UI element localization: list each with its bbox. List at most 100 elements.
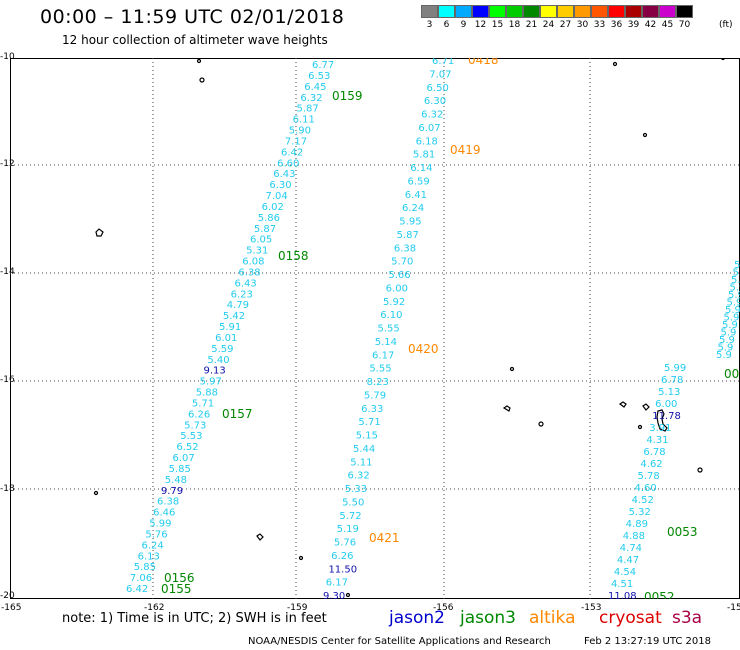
wave-height-label: 6.41 bbox=[405, 190, 427, 201]
scale-label: 3 bbox=[426, 20, 433, 30]
color-scale-legend: 3 6 9 12 15 18 21 24 27 30 33 36 39 42 45 70 bbox=[421, 5, 693, 30]
wave-height-label: 6.26 bbox=[331, 551, 353, 562]
wave-height-label: 6.05 bbox=[250, 235, 272, 246]
wave-height-label: 6.26 bbox=[188, 409, 210, 420]
wave-height-label: 5.73 bbox=[184, 420, 206, 431]
scale-swatch: 3 bbox=[421, 5, 438, 30]
island bbox=[196, 58, 202, 64]
wave-height-label: 5.9 bbox=[730, 283, 740, 294]
lon-label: -153 bbox=[581, 603, 602, 613]
map-title: 00:00 – 11:59 UTC 02/01/2018 bbox=[40, 6, 345, 28]
wave-height-label: 6.30 bbox=[269, 180, 291, 191]
scale-label: 9 bbox=[460, 20, 467, 30]
lat-label: -18 bbox=[0, 484, 15, 494]
scale-swatch: 18 bbox=[506, 5, 523, 30]
wave-height-label: 4.88 bbox=[623, 531, 645, 542]
wave-height-label: 5.50 bbox=[342, 497, 364, 508]
wave-height-label: 5.88 bbox=[196, 388, 218, 399]
wave-height-label: 5.9 bbox=[725, 305, 740, 316]
wave-height-label: 5.92 bbox=[383, 297, 405, 308]
wave-height-label: 7.04 bbox=[266, 191, 288, 202]
lon-label: -156 bbox=[433, 603, 454, 613]
satellite-cryosat: cryosat bbox=[599, 608, 662, 628]
pass-time-label: 0155 bbox=[161, 582, 192, 596]
scale-color-box bbox=[438, 5, 455, 18]
island bbox=[199, 77, 205, 83]
wave-height-label: 5.91 bbox=[219, 322, 241, 333]
wave-height-label: 11.78 bbox=[652, 411, 681, 422]
wave-height-label: 5.86 bbox=[258, 213, 280, 224]
scale-label: 33 bbox=[593, 20, 606, 30]
scale-label: 24 bbox=[542, 20, 555, 30]
wave-height-label: 6.43 bbox=[235, 278, 257, 289]
scale-color-box bbox=[540, 5, 557, 18]
wave-height-label: 6.32 bbox=[348, 471, 370, 482]
track-labels: 6.776.536.456.325.876.115.907.176.426.60… bbox=[126, 58, 740, 599]
scale-color-box bbox=[608, 5, 625, 18]
pass-time-label: 0420 bbox=[408, 342, 439, 356]
lon-label: -162 bbox=[144, 603, 165, 613]
wave-height-label: 5.9 bbox=[728, 290, 740, 301]
wave-height-label: 5.87 bbox=[297, 104, 319, 115]
wave-height-label: 4.62 bbox=[640, 459, 662, 470]
wave-height-label: 6.23 bbox=[231, 289, 253, 300]
wave-height-label: 6.32 bbox=[421, 110, 443, 121]
scale-color-box bbox=[574, 5, 591, 18]
wave-height-label: 6.71 bbox=[432, 58, 454, 67]
wave-height-label: 5.71 bbox=[358, 417, 380, 428]
scale-label: 42 bbox=[644, 20, 657, 30]
wave-height-label: 4.79 bbox=[227, 300, 249, 311]
scale-swatch: 6 bbox=[438, 5, 455, 30]
island bbox=[502, 405, 511, 412]
scale-swatch: 36 bbox=[608, 5, 625, 30]
pass-time-label: 0053 bbox=[667, 525, 698, 539]
scale-color-box bbox=[659, 5, 676, 18]
satellite-s3a: s3a bbox=[672, 608, 703, 628]
scale-label: 12 bbox=[474, 20, 487, 30]
scale-label: 15 bbox=[491, 20, 504, 30]
wave-height-label: 6.60 bbox=[277, 158, 299, 169]
wave-height-label: 5.66 bbox=[388, 270, 410, 281]
wave-height-label: 6.43 bbox=[273, 169, 295, 180]
pass-time-label: 0156 bbox=[164, 571, 195, 585]
wave-height-label: 6.02 bbox=[262, 202, 284, 213]
wave-height-label: 5.81 bbox=[413, 150, 435, 161]
wave-height-label: 5.40 bbox=[207, 355, 229, 366]
wave-height-label: 5.55 bbox=[378, 324, 400, 335]
wave-height-label: 6.08 bbox=[242, 257, 264, 268]
wave-height-label: 11.50 bbox=[328, 564, 357, 575]
island bbox=[612, 61, 618, 67]
scale-label: 30 bbox=[576, 20, 589, 30]
wave-height-label: 6.17 bbox=[326, 578, 348, 589]
wave-height-label: 5.48 bbox=[165, 475, 187, 486]
island bbox=[697, 467, 703, 473]
scale-swatch: 12 bbox=[472, 5, 489, 30]
scale-color-box bbox=[591, 5, 608, 18]
scale-color-box bbox=[455, 5, 472, 18]
wave-height-label: 6.42 bbox=[281, 147, 303, 158]
wave-height-label: 6.50 bbox=[427, 83, 449, 94]
wave-height-label: 7.07 bbox=[429, 69, 451, 80]
islands bbox=[93, 58, 726, 598]
wave-height-label: 5.72 bbox=[339, 511, 361, 522]
scale-color-box bbox=[625, 5, 642, 18]
lon-label: -15 bbox=[727, 603, 740, 613]
wave-height-label: 5.53 bbox=[180, 431, 202, 442]
wave-height-label: 9.79 bbox=[161, 486, 183, 497]
island bbox=[720, 58, 726, 61]
wave-height-label: 6.00 bbox=[655, 399, 677, 410]
wave-height-label: 6.10 bbox=[380, 310, 402, 321]
wave-height-label: 6.24 bbox=[402, 203, 424, 214]
wave-height-label: 11.08 bbox=[608, 591, 637, 599]
wave-height-label: 5.76 bbox=[334, 538, 356, 549]
island bbox=[538, 421, 544, 427]
scale-swatch: 9 bbox=[455, 5, 472, 30]
wave-height-label: 5.9 bbox=[727, 298, 740, 309]
pass-time-label: 0418 bbox=[468, 58, 499, 67]
wave-height-label: 6.78 bbox=[643, 447, 665, 458]
lat-label: -10 bbox=[0, 52, 15, 62]
altimeter-map: 6.776.536.456.325.876.115.907.176.426.60… bbox=[10, 58, 740, 599]
wave-height-label: 5.90 bbox=[289, 126, 311, 137]
pass-time-label: 00 bbox=[724, 367, 739, 381]
wave-height-label: 5.99 bbox=[149, 519, 171, 530]
